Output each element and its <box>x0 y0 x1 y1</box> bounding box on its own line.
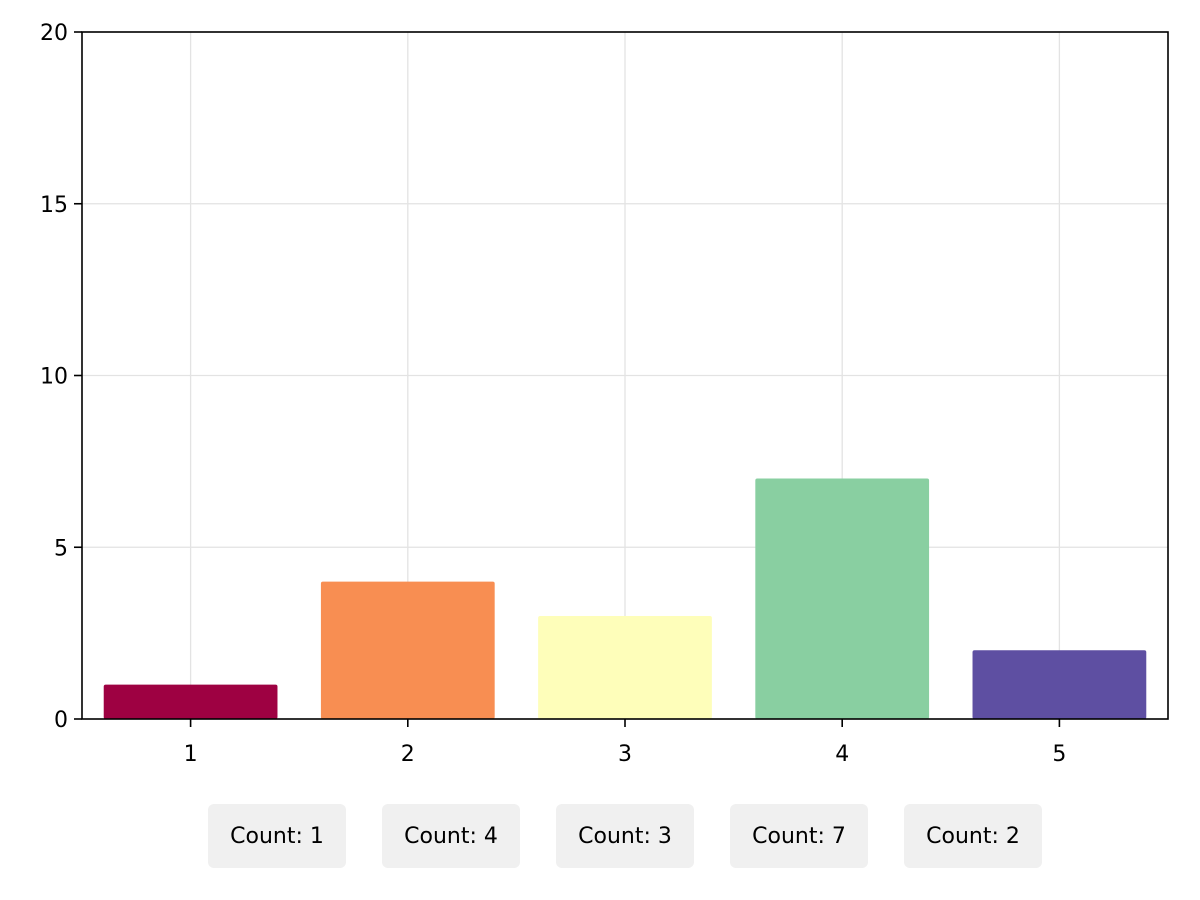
count-button-5[interactable]: Count: 2 <box>904 804 1042 868</box>
y-axis-ticks: 0 5 10 15 20 <box>40 21 82 733</box>
y-tick-label: 5 <box>54 536 68 561</box>
bar-4 <box>755 478 930 719</box>
bar-5 <box>972 650 1147 719</box>
x-tick-label: 3 <box>618 742 632 767</box>
y-tick-label: 0 <box>54 708 68 733</box>
count-button-row: Count: 1 Count: 4 Count: 3 Count: 7 Coun… <box>208 804 1042 868</box>
count-button-4[interactable]: Count: 7 <box>730 804 868 868</box>
bar-2 <box>320 581 495 719</box>
y-tick-label: 15 <box>40 193 68 218</box>
y-tick-label: 10 <box>40 365 68 390</box>
x-tick-label: 5 <box>1052 742 1066 767</box>
count-button-2[interactable]: Count: 4 <box>382 804 520 868</box>
bar-1 <box>103 684 278 719</box>
bar-3 <box>538 615 712 719</box>
x-tick-label: 1 <box>184 742 198 767</box>
count-button-1[interactable]: Count: 1 <box>208 804 346 868</box>
y-tick-label: 20 <box>40 21 68 46</box>
count-button-3[interactable]: Count: 3 <box>556 804 694 868</box>
x-tick-label: 2 <box>401 742 415 767</box>
x-tick-label: 4 <box>835 742 849 767</box>
bar-chart: 0 5 10 15 20 1 2 3 4 5 <box>40 21 1169 767</box>
x-axis-ticks: 1 2 3 4 5 <box>184 719 1066 767</box>
bars <box>103 478 1147 719</box>
